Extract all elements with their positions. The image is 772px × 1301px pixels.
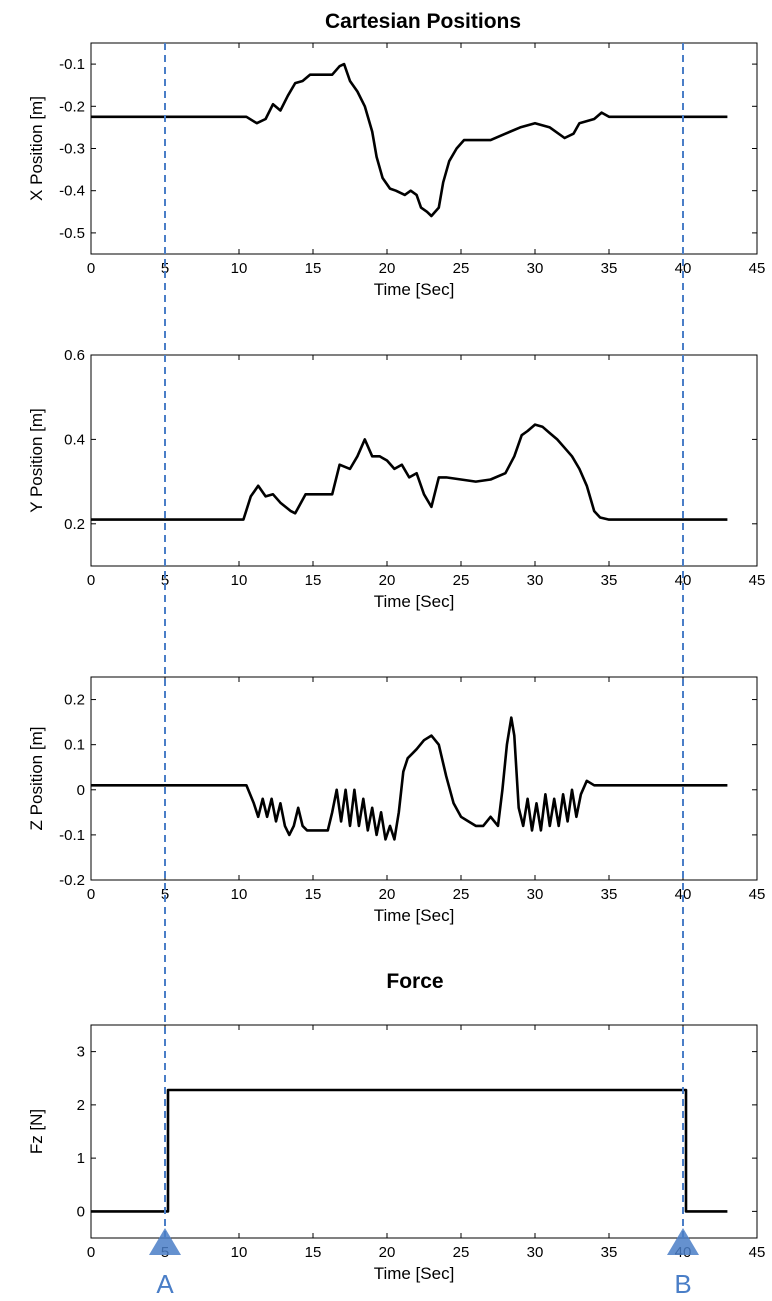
x-tick-label: 35 [601, 260, 618, 277]
x-axis-label: Time [Sec] [374, 1264, 455, 1283]
x-tick-label: 10 [231, 572, 248, 589]
x-position-panel: 0 5 10 15 20 25 30 35 40 45 -0.1 -0.2 -0.3 -0.4 -0.5 Ti… [27, 42, 766, 299]
x-tick-label: 25 [453, 260, 470, 277]
x-tick-label: 20 [379, 1244, 396, 1261]
x-tick-label: 35 [601, 572, 618, 589]
x-tick-label: 45 [749, 886, 766, 903]
y-tick-label: 2 [77, 1097, 85, 1114]
y-tick-label: -0.2 [59, 872, 85, 889]
x-tick-label: 45 [749, 260, 766, 277]
y-axis-label: Z Position [m] [27, 727, 46, 831]
x-tick-label: 40 [675, 260, 692, 277]
x-axis-label: Time [Sec] [374, 592, 455, 611]
y-tick-label: -0.3 [59, 141, 85, 158]
y-tick-label: 0.6 [64, 347, 85, 364]
y-axis-label: Fz [N] [27, 1109, 46, 1154]
x-tick-label: 30 [527, 886, 544, 903]
data-line [91, 1088, 728, 1213]
marker-triangle-a [149, 1228, 181, 1255]
y-axis-label: Y Position [m] [27, 408, 46, 513]
marker-triangle-b [667, 1228, 699, 1255]
y-tick-label: -0.5 [59, 225, 85, 242]
x-tick-label: 10 [231, 886, 248, 903]
x-tick-label: 45 [749, 1244, 766, 1261]
y-tick-label: 1 [77, 1150, 85, 1167]
x-tick-label: 10 [231, 1244, 248, 1261]
x-tick-label: 25 [453, 886, 470, 903]
x-tick-label: 25 [453, 572, 470, 589]
x-tick-label: 5 [161, 260, 169, 277]
plot-frame [90, 676, 758, 881]
marker-label-a: A [156, 1269, 174, 1299]
x-tick-label: 15 [305, 260, 322, 277]
y-tick-label: 0.1 [64, 737, 85, 754]
y-position-panel: 0 5 10 15 20 25 30 35 40 45 0.2 0.4 0.6 Time [Sec] Y P… [27, 347, 765, 611]
y-tick-label: 0 [77, 782, 85, 799]
data-line [91, 423, 728, 521]
x-tick-label: 10 [231, 260, 248, 277]
plot-frame [90, 42, 758, 255]
x-tick-label: 40 [675, 886, 692, 903]
x-tick-label: 35 [601, 1244, 618, 1261]
y-tick-label: -0.1 [59, 827, 85, 844]
plot-frame [90, 1024, 758, 1239]
x-tick-label: 30 [527, 260, 544, 277]
x-tick-label: 0 [87, 1244, 95, 1261]
y-axis-label: X Position [m] [27, 96, 46, 201]
y-tick-label: -0.4 [59, 183, 85, 200]
x-axis-label: Time [Sec] [374, 906, 455, 925]
x-tick-label: 20 [379, 886, 396, 903]
x-axis-label: Time [Sec] [374, 280, 455, 299]
x-tick-label: 20 [379, 572, 396, 589]
y-tick-label: 0.4 [64, 431, 85, 448]
y-tick-label: 0 [77, 1203, 85, 1220]
x-tick-label: 35 [601, 886, 618, 903]
x-tick-label: 0 [87, 572, 95, 589]
figure-title: Cartesian Positions [325, 10, 521, 33]
y-tick-label: 3 [77, 1044, 85, 1061]
y-tick-label: -0.2 [59, 98, 85, 115]
x-tick-label: 5 [161, 572, 169, 589]
force-subtitle: Force [386, 970, 443, 993]
x-tick-label: 15 [305, 572, 322, 589]
data-line [91, 62, 728, 218]
y-tick-label: 0.2 [64, 516, 85, 533]
data-line [91, 716, 728, 841]
y-tick-label: -0.1 [59, 56, 85, 73]
x-tick-label: 45 [749, 572, 766, 589]
x-tick-label: 15 [305, 886, 322, 903]
x-tick-label: 25 [453, 1244, 470, 1261]
force-panel: 0510152025303540450123Time [Sec]Fz [N] [27, 1024, 766, 1283]
x-tick-label: 5 [161, 886, 169, 903]
z-position-panel: 0 5 10 15 20 25 30 35 40 45 0.2 0.1 0 -0.1 -0.2 Time [S… [27, 676, 766, 925]
x-tick-label: 15 [305, 1244, 322, 1261]
x-tick-label: 30 [527, 572, 544, 589]
x-tick-label: 30 [527, 1244, 544, 1261]
x-tick-label: 20 [379, 260, 396, 277]
chart-panels: 0 5 10 15 20 25 30 35 40 45-0.1-0.2-0.3-0.4-0.5Ti… [27, 42, 766, 1283]
x-tick-label: 0 [87, 260, 95, 277]
x-tick-label: 0 [87, 886, 95, 903]
x-tick-label: 40 [675, 572, 692, 589]
plot-frame [90, 354, 758, 567]
y-tick-label: 0.2 [64, 692, 85, 709]
marker-label-b: B [674, 1269, 691, 1299]
